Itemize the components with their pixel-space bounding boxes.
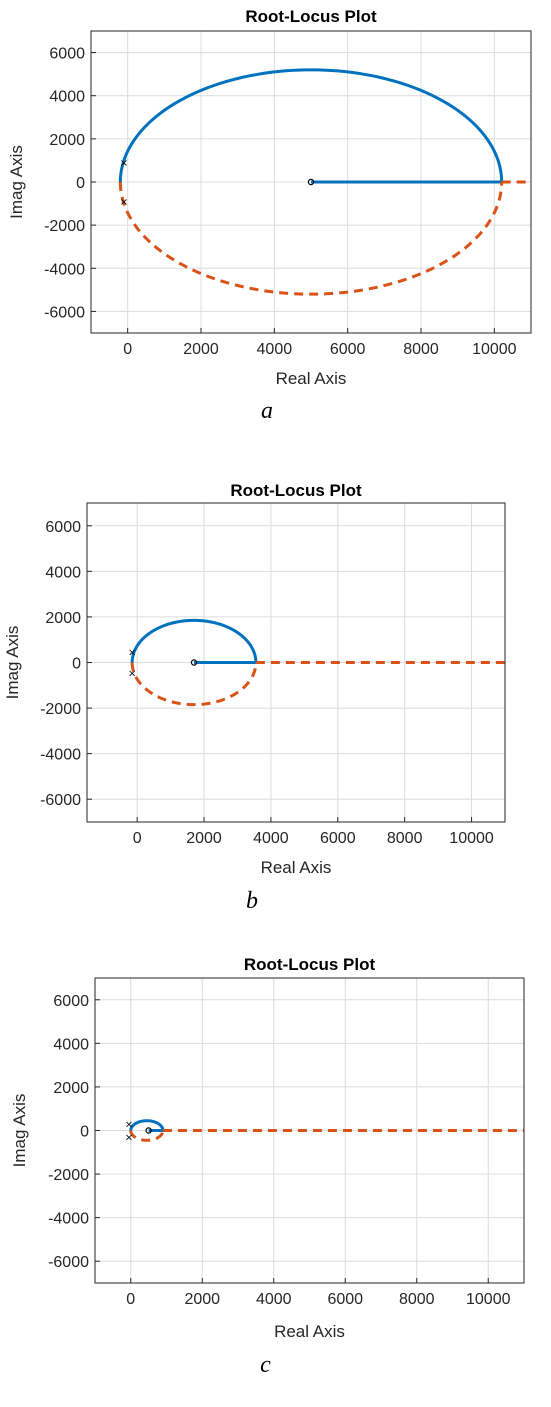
- pole-marker: ×: [120, 197, 128, 208]
- x-tick-label: 6000: [327, 1291, 363, 1308]
- y-tick-label: 6000: [45, 519, 81, 536]
- zero-marker: [190, 659, 198, 666]
- locus-upper-branch: [129, 1119, 165, 1131]
- y-tick-label: -4000: [44, 261, 85, 278]
- y-tick-label: -4000: [48, 1211, 89, 1228]
- x-tick-label: 2000: [183, 341, 219, 358]
- y-tick-label: 4000: [45, 564, 81, 581]
- x-tick-label: 2000: [184, 1291, 220, 1308]
- x-tick-label: 6000: [320, 830, 356, 847]
- y-tick-label: -2000: [40, 701, 81, 718]
- locus-lower-branch: [118, 181, 504, 296]
- pole-marker: ×: [120, 158, 128, 169]
- pole-marker: ×: [125, 1133, 133, 1144]
- x-tick-label: 0: [133, 830, 142, 847]
- x-tick-label: 10000: [472, 341, 517, 358]
- y-tick-label: 2000: [53, 1080, 89, 1097]
- y-tick-label: -2000: [48, 1167, 89, 1184]
- panel-caption: a: [261, 398, 273, 424]
- x-axis-label: Real Axis: [274, 1322, 345, 1341]
- y-axis-label: Imag Axis: [7, 145, 26, 219]
- chart-panel-a: Root-Locus Plot × × 0 2000 4000 6000 8000 10000 -…: [7, 7, 532, 424]
- y-tick-label: 0: [80, 1124, 89, 1141]
- locus-upper-branch: [118, 68, 504, 183]
- y-axis-label: Imag Axis: [3, 626, 22, 700]
- y-tick-label: -2000: [44, 218, 85, 235]
- y-tick-label: -6000: [44, 304, 85, 321]
- x-tick-label: 4000: [257, 341, 293, 358]
- y-tick-label: 0: [72, 656, 81, 673]
- zero-marker: [145, 1127, 152, 1134]
- x-tick-label: 10000: [466, 1291, 511, 1308]
- y-tick-label: -6000: [48, 1254, 89, 1271]
- y-axis-label: Imag Axis: [10, 1094, 29, 1168]
- locus-lower-branch: [129, 1130, 165, 1142]
- chart-title: Root-Locus Plot: [230, 481, 362, 500]
- x-tick-label: 0: [126, 1291, 135, 1308]
- chart-panel-c: Root-Locus Plot × × 0 2000 4000 6000 8000 10000 -…: [10, 955, 525, 1378]
- chart-title: Root-Locus Plot: [245, 7, 377, 26]
- zero-marker: [307, 178, 315, 186]
- locus-lower-branch: [130, 662, 258, 707]
- locus-upper-branch: [130, 618, 258, 663]
- y-tick-label: 0: [76, 175, 85, 192]
- y-tick-label: 4000: [49, 89, 85, 106]
- y-tick-label: 6000: [49, 46, 85, 63]
- panel-caption: c: [260, 1352, 271, 1378]
- pole-marker: ×: [128, 668, 136, 679]
- x-axis-label: Real Axis: [261, 858, 332, 877]
- x-tick-label: 4000: [253, 830, 289, 847]
- x-tick-label: 8000: [387, 830, 423, 847]
- x-tick-label: 2000: [186, 830, 222, 847]
- chart-panel-b: Root-Locus Plot × × 0 2000 4000 6000 8000 10000 -…: [3, 481, 506, 914]
- x-tick-label: 8000: [399, 1291, 435, 1308]
- y-tick-label: -4000: [40, 747, 81, 764]
- chart-title: Root-Locus Plot: [244, 955, 376, 974]
- x-tick-label: 8000: [403, 341, 439, 358]
- y-tick-label: -6000: [40, 792, 81, 809]
- x-tick-label: 6000: [330, 341, 366, 358]
- y-tick-label: 6000: [53, 993, 89, 1010]
- x-axis-label: Real Axis: [276, 369, 347, 388]
- pole-marker: ×: [125, 1119, 133, 1130]
- y-tick-label: 2000: [49, 132, 85, 149]
- x-tick-label: 0: [123, 341, 132, 358]
- x-tick-label: 4000: [256, 1291, 292, 1308]
- x-tick-label: 10000: [449, 830, 494, 847]
- y-tick-label: 4000: [53, 1036, 89, 1053]
- pole-marker: ×: [128, 648, 136, 659]
- y-tick-label: 2000: [45, 610, 81, 627]
- panel-caption: b: [246, 888, 258, 914]
